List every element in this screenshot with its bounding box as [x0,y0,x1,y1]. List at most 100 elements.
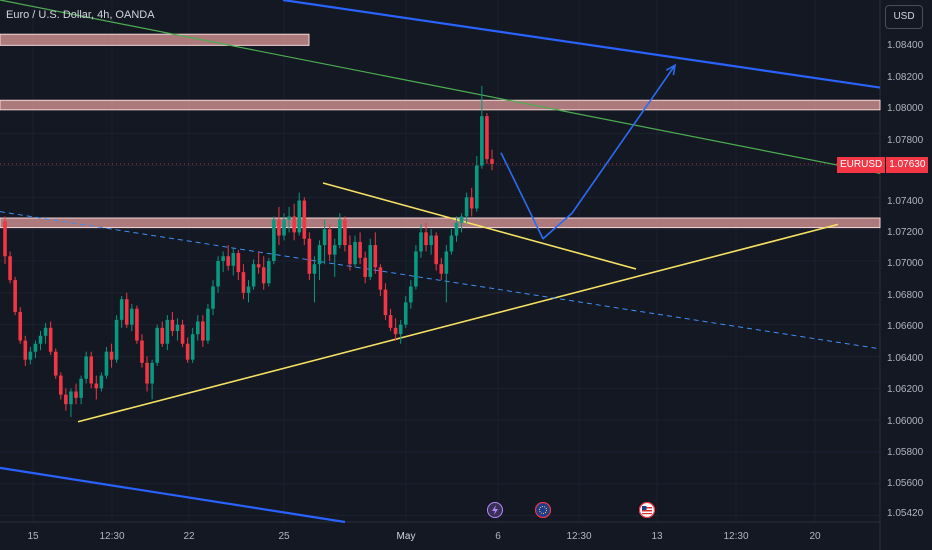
candle-body [409,286,413,303]
trend-line [322,182,637,270]
candle-body [231,253,236,266]
forecast-path [500,64,676,240]
candle-body [429,235,433,246]
currency-button[interactable]: USD [885,5,923,29]
channel-line [0,466,346,524]
candle-body [439,264,444,274]
x-tick: 15 [27,531,39,542]
y-tick: 1.06400 [887,353,924,364]
candle-body [353,241,357,265]
candle-body [216,261,220,287]
candle-body [312,264,317,274]
candle-body [74,391,78,398]
candle-body [338,219,342,246]
candle-body [94,383,99,389]
candle-body [287,216,291,220]
x-tick: 12:30 [99,531,125,542]
candle-body [201,321,205,341]
candle-body [348,245,352,265]
candle-body [256,264,261,268]
candle-body [79,378,83,398]
candle-body [180,324,185,344]
candle-body [124,299,129,325]
candle-body [414,251,418,287]
candle-body [485,116,489,160]
candle-body [261,267,266,284]
candle-body [221,256,225,261]
candle-body [464,197,469,217]
dashed-trend-line [0,211,879,350]
resistance-zone [0,99,881,111]
x-tick: 22 [183,531,195,542]
candle-body [18,311,23,341]
trend-line [77,223,839,423]
x-tick: 20 [809,531,821,542]
candle-body [266,261,271,284]
candle-body [64,394,68,405]
candle-body [119,299,124,320]
candle-body [48,327,53,352]
eu-flag-icon[interactable] [534,501,552,519]
candle-body [277,219,281,236]
candle-body [388,315,393,328]
candle-body [241,272,246,293]
candle-body [327,229,332,255]
candle-body [155,327,159,363]
last-price-value: 1.07630 [886,157,929,173]
y-tick: 1.05420 [887,508,924,519]
candle-body [272,219,276,261]
candle-body [307,238,312,274]
candle-body [434,235,438,265]
x-tick: 6 [495,531,501,542]
candle-body [322,229,327,246]
candle-body [292,216,296,233]
candle-body [246,286,251,293]
candle-body [89,356,94,384]
candle-body [383,289,388,316]
x-tick: 12:30 [723,531,749,542]
y-tick: 1.06000 [887,416,924,427]
candle-body [226,256,231,266]
candle-body [368,245,373,277]
x-tick: 12:30 [566,531,592,542]
candle-body [140,340,144,363]
candle-body [332,245,337,255]
candle-body [53,351,58,376]
candle-body [23,340,28,360]
candle-body [145,362,149,384]
candle-body [13,280,17,312]
symbol-tag: EURUSD [837,157,886,173]
resistance-zone [0,217,881,229]
us-flag-icon[interactable] [638,501,656,519]
candle-body [59,375,63,395]
y-tick: 1.07400 [887,196,924,207]
candle-body [190,334,195,360]
x-tick: 25 [278,531,290,542]
candle-body [8,256,12,281]
y-tick: 1.06200 [887,384,924,395]
y-tick: 1.06800 [887,290,924,301]
y-tick: 1.08200 [887,72,924,83]
candle-body [185,343,190,360]
candle-body [490,159,494,164]
candle-body [480,116,484,166]
candle-body [251,264,256,287]
candle-body [378,267,383,290]
candle-body [363,257,367,277]
candle-body [454,222,459,236]
forecast-arrowhead [665,63,677,76]
candle-body [444,251,449,274]
candle-body [393,327,398,335]
candle-body [373,245,378,268]
candle-body [398,324,403,335]
candle-body [469,197,474,209]
lightning-icon[interactable] [487,502,503,518]
candle-body [160,327,165,344]
y-tick: 1.05800 [887,447,924,458]
candle-body [84,356,88,379]
diagonal-line [0,0,881,175]
candle-body [211,286,215,309]
candle-body [99,375,104,389]
